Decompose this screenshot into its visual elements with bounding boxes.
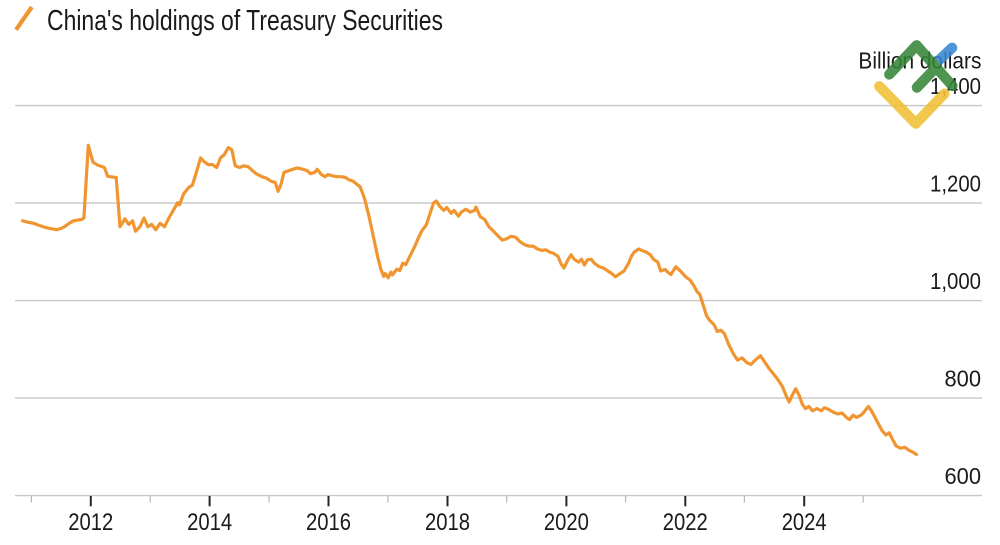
svg-text:600: 600 xyxy=(945,463,982,489)
svg-text:China's holdings of Treasury S: China's holdings of Treasury Securities xyxy=(47,5,443,37)
svg-text:2016: 2016 xyxy=(306,509,351,536)
svg-text:800: 800 xyxy=(945,366,982,392)
svg-text:2020: 2020 xyxy=(544,509,589,536)
svg-text:2018: 2018 xyxy=(425,509,470,536)
svg-text:2024: 2024 xyxy=(782,509,827,536)
svg-text:1,200: 1,200 xyxy=(930,171,981,197)
svg-text:2014: 2014 xyxy=(187,509,232,536)
svg-text:2022: 2022 xyxy=(663,509,708,536)
svg-text:2012: 2012 xyxy=(68,509,113,536)
svg-text:1,000: 1,000 xyxy=(930,268,981,294)
